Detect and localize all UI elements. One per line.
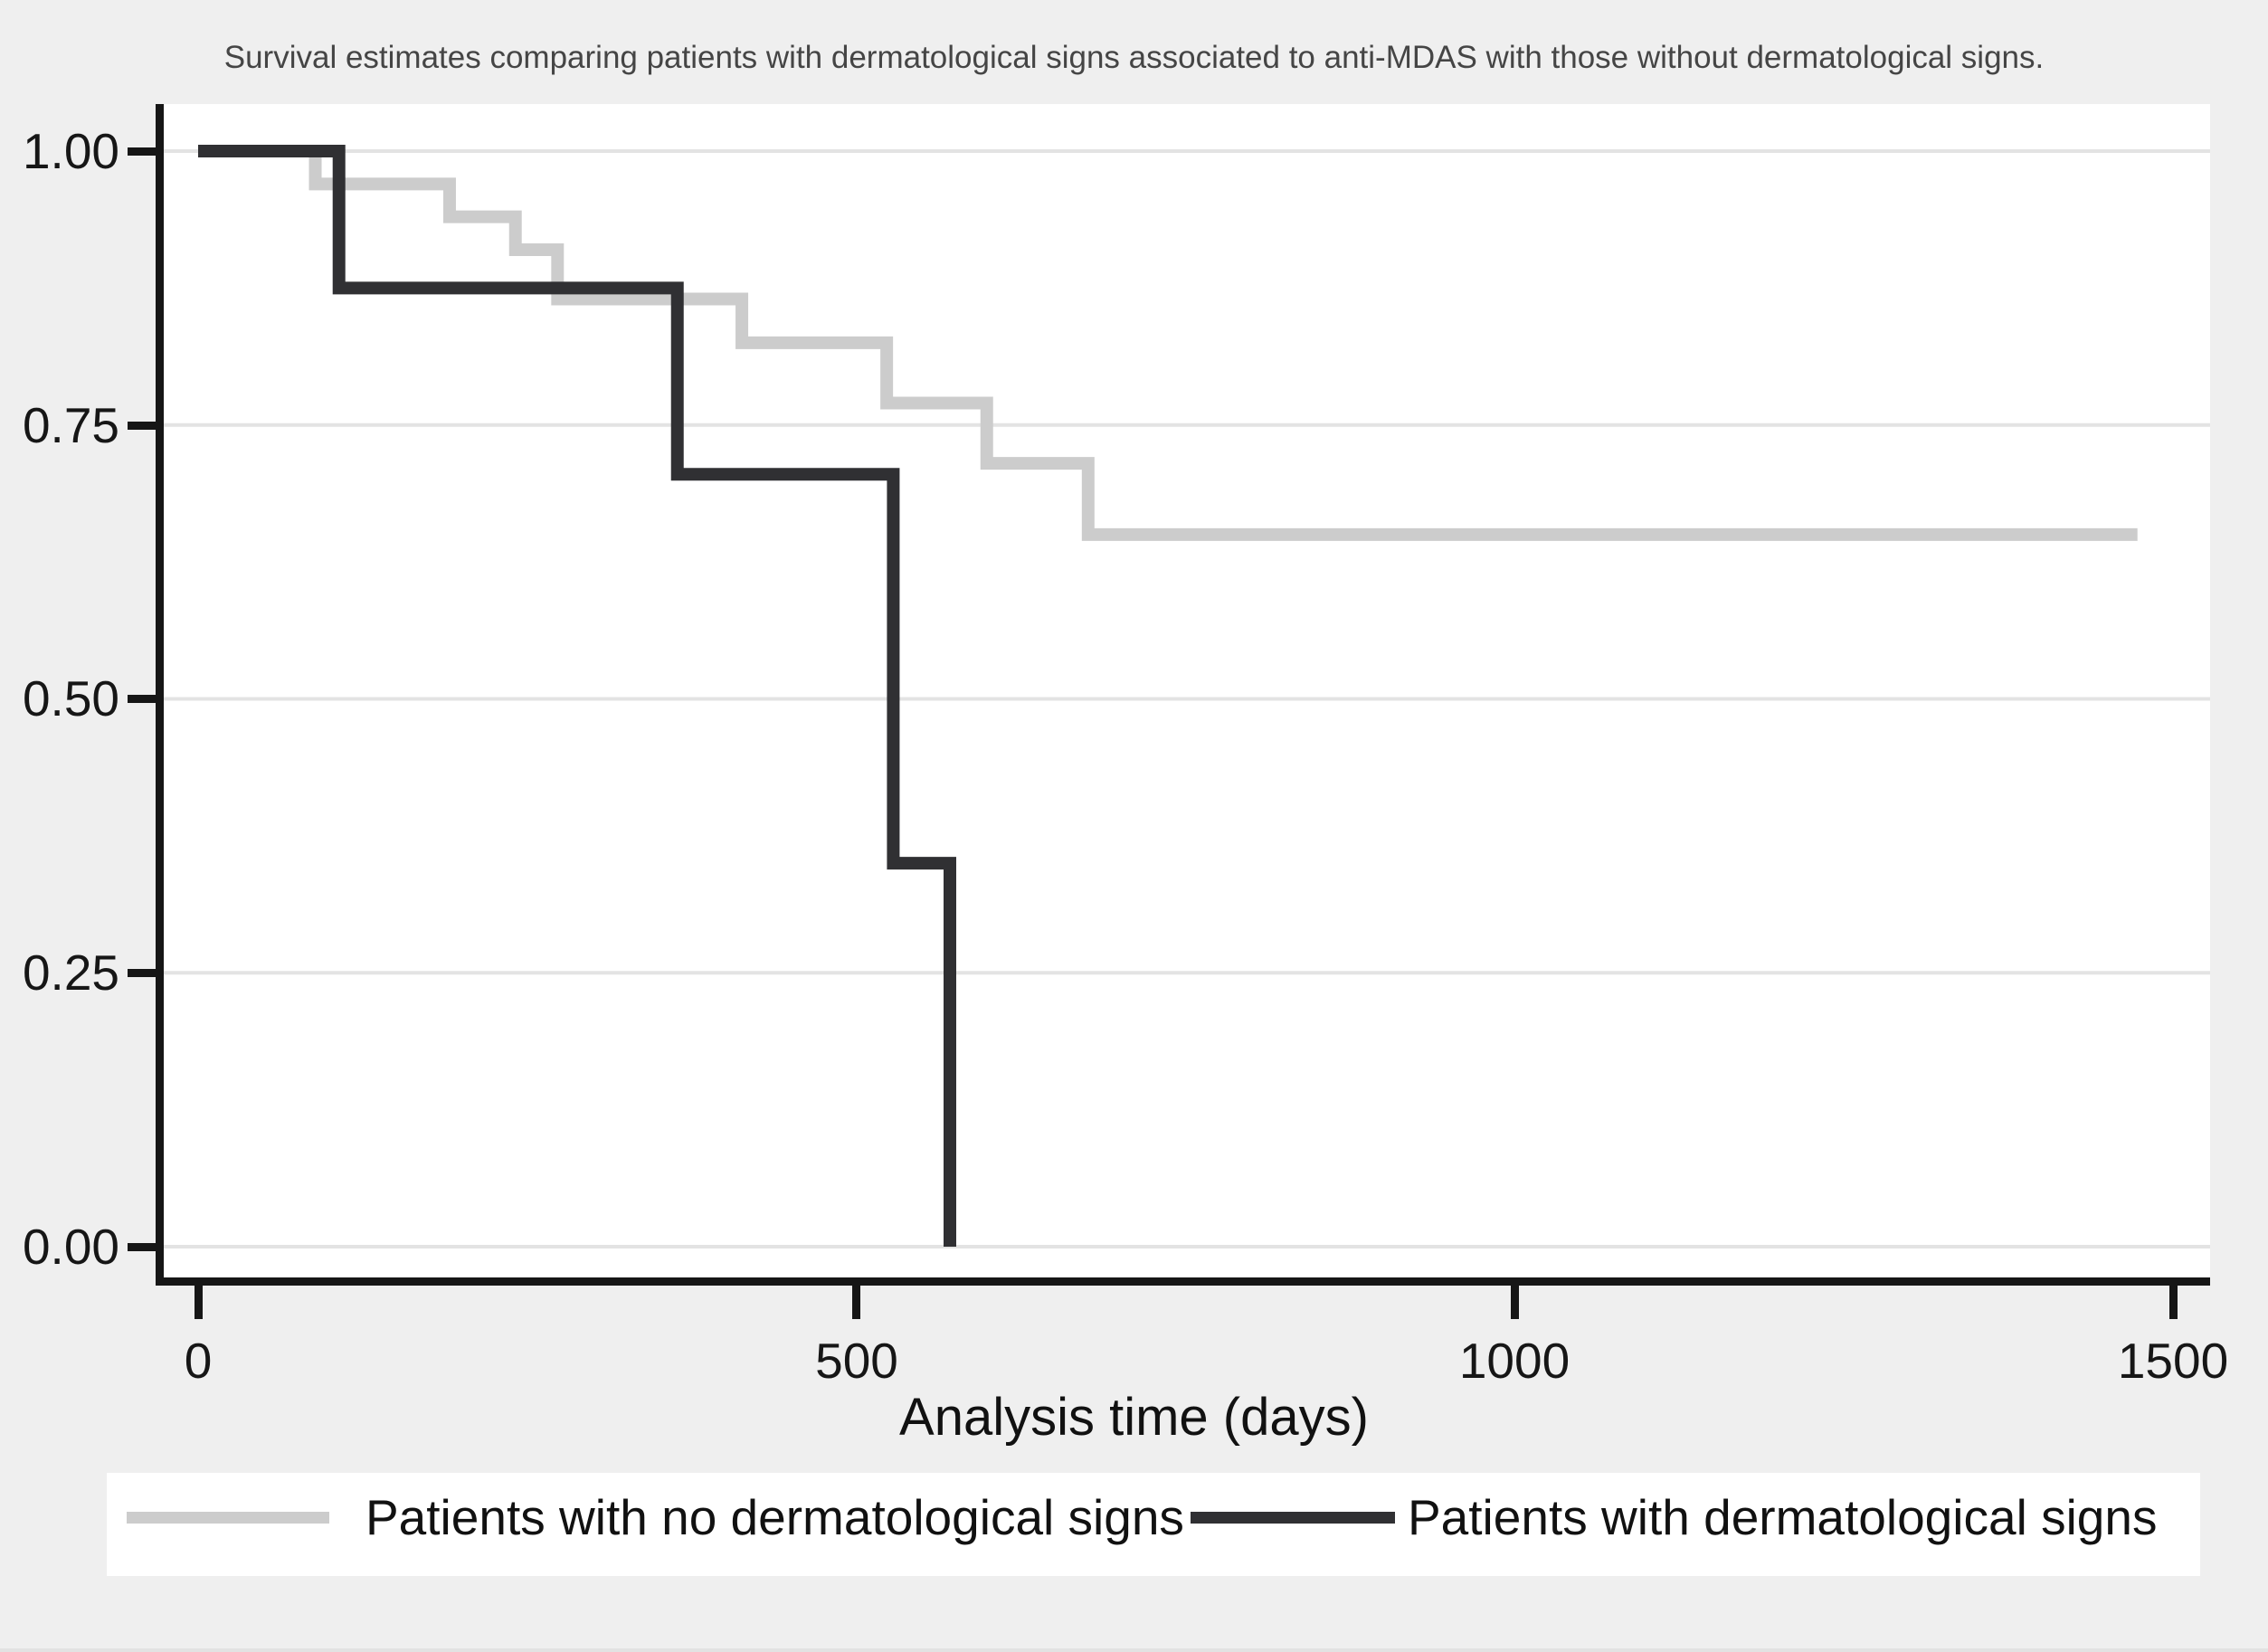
curve-no-dermatological-signs — [198, 145, 2138, 541]
x-tick-1500 — [2169, 1286, 2178, 1319]
legend-swatch-no-dermatological-signs — [127, 1512, 329, 1524]
y-tick-label-0.25: 0.25 — [22, 945, 119, 1001]
x-tick-1000 — [1511, 1286, 1519, 1319]
plot-area — [163, 104, 2210, 1277]
y-tick-0.25 — [128, 969, 160, 977]
x-tick-label-0: 0 — [184, 1333, 213, 1389]
x-axis-title: Analysis time (days) — [899, 1388, 1369, 1447]
legend-swatch-dermatological-signs — [1191, 1512, 1395, 1524]
legend-label-dermatological-signs: Patients with dermatological signs — [1408, 1489, 2158, 1545]
survival-curves-canvas — [163, 145, 2210, 1248]
x-tick-label-1500: 1500 — [2117, 1333, 2229, 1389]
legend-label-no-dermatological-signs: Patients with no dermatological signs — [365, 1489, 1184, 1545]
y-tick-0.00 — [128, 1243, 160, 1251]
legend — [107, 1473, 2200, 1576]
y-tick-label-0.75: 0.75 — [22, 397, 119, 453]
y-tick-0.50 — [128, 695, 160, 703]
x-tick-0 — [195, 1286, 203, 1319]
curve-dermatological-signs — [198, 145, 956, 1247]
figure-title: Survival estimates comparing patients wi… — [223, 40, 2045, 75]
y-tick-label-1.00: 1.00 — [22, 123, 119, 179]
y-tick-1.00 — [128, 147, 160, 156]
x-axis-line — [156, 1277, 2210, 1286]
x-tick-label-500: 500 — [815, 1333, 898, 1389]
x-tick-label-1000: 1000 — [1458, 1333, 1571, 1389]
y-tick-label-0.50: 0.50 — [22, 670, 119, 726]
x-tick-500 — [852, 1286, 860, 1319]
y-tick-label-0.00: 0.00 — [22, 1219, 119, 1275]
y-tick-0.75 — [128, 422, 160, 430]
